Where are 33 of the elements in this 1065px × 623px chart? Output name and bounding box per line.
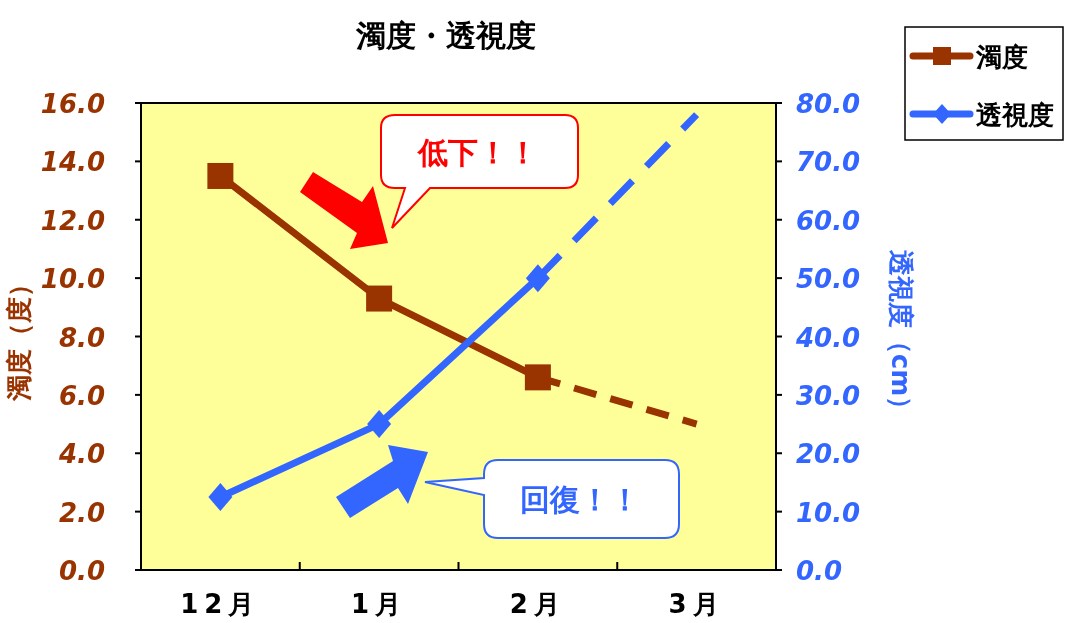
y-tick-label: 10.0	[40, 264, 105, 295]
y-axis-title: 濁度（度）	[4, 271, 34, 402]
y-tick-label: 0.0	[58, 556, 105, 586]
y2-tick-label: 80.0	[796, 89, 861, 119]
y2-tick-label: 70.0	[796, 147, 861, 178]
y-tick-label: 6.0	[58, 380, 105, 411]
y-tick-label: 4.0	[57, 439, 105, 470]
y-tick-label: 16.0	[40, 89, 105, 119]
point	[366, 285, 393, 312]
y-tick-label: 8.0	[58, 322, 105, 353]
y2-tick-label: 40.0	[795, 322, 861, 353]
x-tick-label: 1月	[351, 589, 408, 619]
x-tick-label: 3月	[668, 589, 725, 619]
y2-tick-label: 20.0	[796, 439, 861, 470]
y2-tick-label: 10.0	[796, 497, 861, 528]
legend-label: 濁度	[975, 42, 1028, 72]
point	[367, 410, 392, 439]
legend-label: 透視度	[976, 100, 1054, 130]
x-tick-label: 12月	[180, 589, 261, 619]
y2-tick-label: 50.0	[796, 264, 861, 295]
y-tick-label: 14.0	[40, 147, 105, 178]
y2-tick-label: 0.0	[796, 556, 843, 586]
y2-tick-label: 60.0	[796, 205, 861, 236]
y-tick-label: 12.0	[40, 205, 105, 236]
annotation: 回復！！	[520, 482, 640, 517]
x-tick-label: 2月	[509, 589, 566, 619]
y2-axis-title: 透視度（cm）	[886, 249, 916, 423]
point	[207, 162, 234, 189]
y-tick-label: 2.0	[58, 497, 105, 528]
point	[208, 483, 233, 512]
y2-tick-label: 30.0	[796, 380, 861, 411]
chart-title: 濁度・透視度	[355, 18, 536, 53]
annotation: 低下！！	[417, 135, 538, 170]
